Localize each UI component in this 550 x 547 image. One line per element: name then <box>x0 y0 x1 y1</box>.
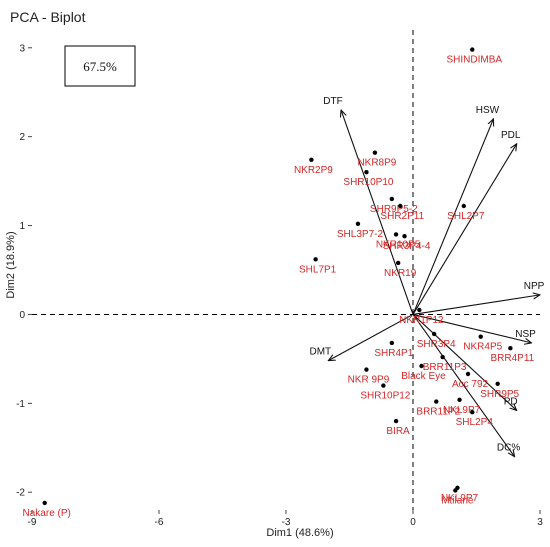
point-label: NKL9P7 <box>443 405 481 416</box>
point-label: SHINDIMBA <box>446 55 502 66</box>
data-point <box>508 346 513 351</box>
point-label: NKR10P5 <box>376 239 421 250</box>
data-point <box>309 157 314 162</box>
data-point <box>431 331 437 337</box>
loading-arrow <box>412 119 493 315</box>
data-point <box>398 203 403 209</box>
point-label: NKR1P12 <box>399 315 444 326</box>
variable-label: PDL <box>501 130 521 141</box>
loading-arrow <box>412 314 517 410</box>
y-tick-label: 3 <box>19 43 25 54</box>
data-point <box>457 397 462 402</box>
loading-arrow <box>412 313 532 342</box>
x-tick-label: -9 <box>28 517 37 528</box>
data-point <box>453 488 458 493</box>
loading-arrow <box>412 144 517 315</box>
y-tick-label: -1 <box>16 399 25 410</box>
x-axis-title: Dim1 (48.6%) <box>266 527 333 539</box>
y-axis-title: Dim2 (18.9%) <box>5 231 17 298</box>
point-label: NKR4P5 <box>463 342 502 353</box>
data-point <box>389 196 395 202</box>
plot-area: -9 -6 -3 0 3 -2 -1 0 1 2 3 DTF HSW PDL NPP NSP DMT PD DC% S… <box>16 30 545 528</box>
variable-label: DMT <box>309 347 331 358</box>
point-label: SHR2P11 <box>380 211 424 222</box>
y-tick-label: 1 <box>19 221 25 232</box>
data-point <box>495 381 500 386</box>
y-tick-label: 0 <box>19 310 25 321</box>
chart-title: PCA - Biplot <box>10 9 86 25</box>
data-point <box>440 354 445 360</box>
loading-arrow <box>341 110 414 315</box>
variable-label: DC% <box>497 443 520 454</box>
point-label: Black Eye <box>401 371 446 382</box>
y-tick-label: 2 <box>19 132 25 143</box>
point-label: BRR4P11 <box>490 353 534 364</box>
data-point <box>381 383 386 388</box>
data-point <box>461 203 466 209</box>
loading-arrow <box>412 314 515 456</box>
variable-label: PD <box>504 396 518 407</box>
data-point <box>355 221 361 226</box>
point-label: Nakare (P) <box>23 508 71 519</box>
point-label: NKR 9P9 <box>348 375 390 386</box>
data-point <box>434 399 439 404</box>
data-point <box>393 232 399 237</box>
x-tick-label: -6 <box>155 517 164 528</box>
data-point <box>478 334 483 339</box>
x-tick-label: 3 <box>537 517 543 528</box>
point-label: SHL2P7 <box>447 211 485 222</box>
point-label: NKR8P9 <box>357 158 396 169</box>
x-tick-label: -3 <box>282 517 291 528</box>
annotation-text: 67.5% <box>83 59 117 74</box>
data-point <box>313 257 318 262</box>
point-label: SHR9P5 <box>480 389 519 400</box>
x-tick-label: 0 <box>410 517 416 528</box>
variable-label: HSW <box>476 105 500 116</box>
annotation-box <box>64 45 136 87</box>
point-label: Acc 792 <box>452 379 489 390</box>
variable-label: DTF <box>323 96 342 107</box>
point-label: SHL3P7-2 <box>337 229 384 240</box>
point-label: SHR3P4 <box>417 339 456 350</box>
point-label: SHR3P4-4 <box>383 241 431 252</box>
point-label: SHL2P4 <box>456 417 494 428</box>
point-label: SHL7P1 <box>299 264 337 275</box>
point-label: SHR10P12 <box>360 391 410 402</box>
y-tick-label: -2 <box>16 488 25 499</box>
point-label: NKL9P7 <box>441 493 479 504</box>
point-label: SHR10P10 <box>343 177 393 188</box>
data-point <box>372 150 378 155</box>
point-label: SHR4P1 <box>374 348 413 359</box>
data-point <box>395 260 401 266</box>
point-label: NKR2P9 <box>294 165 333 176</box>
loading-arrow <box>412 295 540 315</box>
data-point <box>419 363 424 369</box>
data-point <box>393 418 399 424</box>
variable-label: NSP <box>515 329 536 340</box>
point-label: NKR19 <box>384 268 417 279</box>
data-point <box>465 371 471 377</box>
data-point <box>364 170 369 175</box>
data-point <box>364 367 369 372</box>
data-point <box>470 410 475 415</box>
data-point <box>417 307 422 313</box>
data-point <box>470 47 475 52</box>
point-label: Mtilane <box>441 495 474 506</box>
data-point <box>42 500 47 506</box>
point-label: BIRA <box>386 426 410 437</box>
point-label: BRR11P3 <box>423 362 467 373</box>
data-point <box>402 234 407 239</box>
data-point <box>389 340 395 346</box>
variable-label: NPP <box>524 281 545 292</box>
loading-arrow <box>328 313 414 360</box>
point-label: SHR9P5-2 <box>370 204 418 215</box>
point-label: BRR11P2 <box>416 407 460 418</box>
